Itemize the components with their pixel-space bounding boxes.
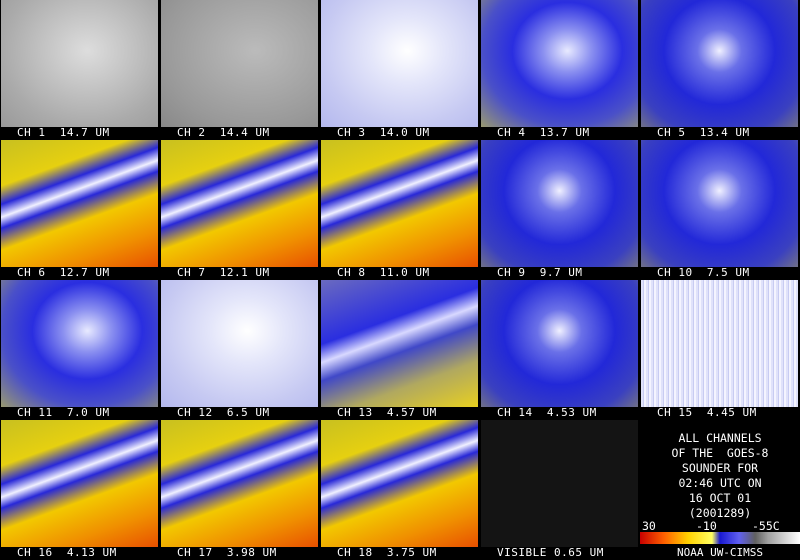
channel-panel: CH 12 6.5 UM [160,280,320,420]
channel-label: CH 13 4.57 UM [337,406,437,419]
channel-panel: CH 2 14.4 UM [160,0,320,140]
channel-label: CH 11 7.0 UM [17,406,110,419]
channel-panel: CH 10 7.5 UM [640,140,800,280]
satellite-image [321,0,478,127]
satellite-image [481,420,638,547]
channel-label: CH 8 11.0 UM [337,266,430,279]
satellite-image [161,420,318,547]
satellite-image [1,280,158,407]
channel-label: CH 2 14.4 UM [177,126,270,139]
channel-label: CH 1 14.7 UM [17,126,110,139]
channel-label: CH 10 7.5 UM [657,266,750,279]
satellite-image [161,140,318,267]
satellite-image [321,420,478,547]
color-scale [640,532,800,544]
channel-label: CH 14 4.53 UM [497,406,597,419]
satellite-image [1,0,158,127]
channel-panel: CH 4 13.7 UM [480,0,640,140]
channel-label: CH 5 13.4 UM [657,126,750,139]
channel-panel: CH 15 4.45 UM [640,280,800,420]
info-line: SOUNDER FOR [681,461,759,475]
info-box: ALL CHANNELS OF THE GOES-8 SOUNDER FOR 02:4… [640,420,800,560]
channel-label: CH 6 12.7 UM [17,266,110,279]
satellite-image [321,140,478,267]
channel-panel: CH 9 9.7 UM [480,140,640,280]
info-line: 02:46 UTC ON [678,476,762,490]
satellite-image [1,140,158,267]
satellite-image [641,0,798,127]
satellite-image [481,0,638,127]
scale-label: -10 [696,519,717,533]
info-line: 16 OCT 01 [688,491,752,505]
channel-panel: CH 17 3.98 UM [160,420,320,560]
channel-label: VISIBLE 0.65 UM [497,546,604,559]
satellite-image [641,280,798,407]
info-text: ALL CHANNELS OF THE GOES-8 SOUNDER FOR 02:4… [640,431,800,521]
channel-label: CH 4 13.7 UM [497,126,590,139]
channel-panel: CH 11 7.0 UM [0,280,160,420]
channel-label: CH 16 4.13 UM [17,546,117,559]
channel-label: CH 3 14.0 UM [337,126,430,139]
channel-panel: CH 8 11.0 UM [320,140,480,280]
info-line: ALL CHANNELS [678,431,762,445]
scale-label: 30 [642,519,656,533]
channel-panel: CH 5 13.4 UM [640,0,800,140]
channel-panel: CH 6 12.7 UM [0,140,160,280]
satellite-image [161,0,318,127]
channel-label: CH 17 3.98 UM [177,546,277,559]
channel-label: CH 15 4.45 UM [657,406,757,419]
channel-panel: CH 18 3.75 UM [320,420,480,560]
channel-panel: CH 14 4.53 UM [480,280,640,420]
satellite-image [641,140,798,267]
channel-label: CH 18 3.75 UM [337,546,437,559]
info-line: OF THE GOES-8 [671,446,769,460]
channel-label: CH 12 6.5 UM [177,406,270,419]
info-line: (2001289) [688,506,752,520]
credit: NOAA UW-CIMSS [676,546,764,559]
channel-panel: CH 7 12.1 UM [160,140,320,280]
satellite-image [161,280,318,407]
satellite-image [481,280,638,407]
channel-panel: VISIBLE 0.65 UM [480,420,640,560]
satellite-image [321,280,478,407]
satellite-image [1,420,158,547]
satellite-image [481,140,638,267]
channel-panel: CH 16 4.13 UM [0,420,160,560]
channel-panel: CH 1 14.7 UM [0,0,160,140]
channel-label: CH 7 12.1 UM [177,266,270,279]
channel-panel: CH 13 4.57 UM [320,280,480,420]
channel-label: CH 9 9.7 UM [497,266,583,279]
channel-panel: CH 3 14.0 UM [320,0,480,140]
scale-label: -55C [752,519,780,533]
